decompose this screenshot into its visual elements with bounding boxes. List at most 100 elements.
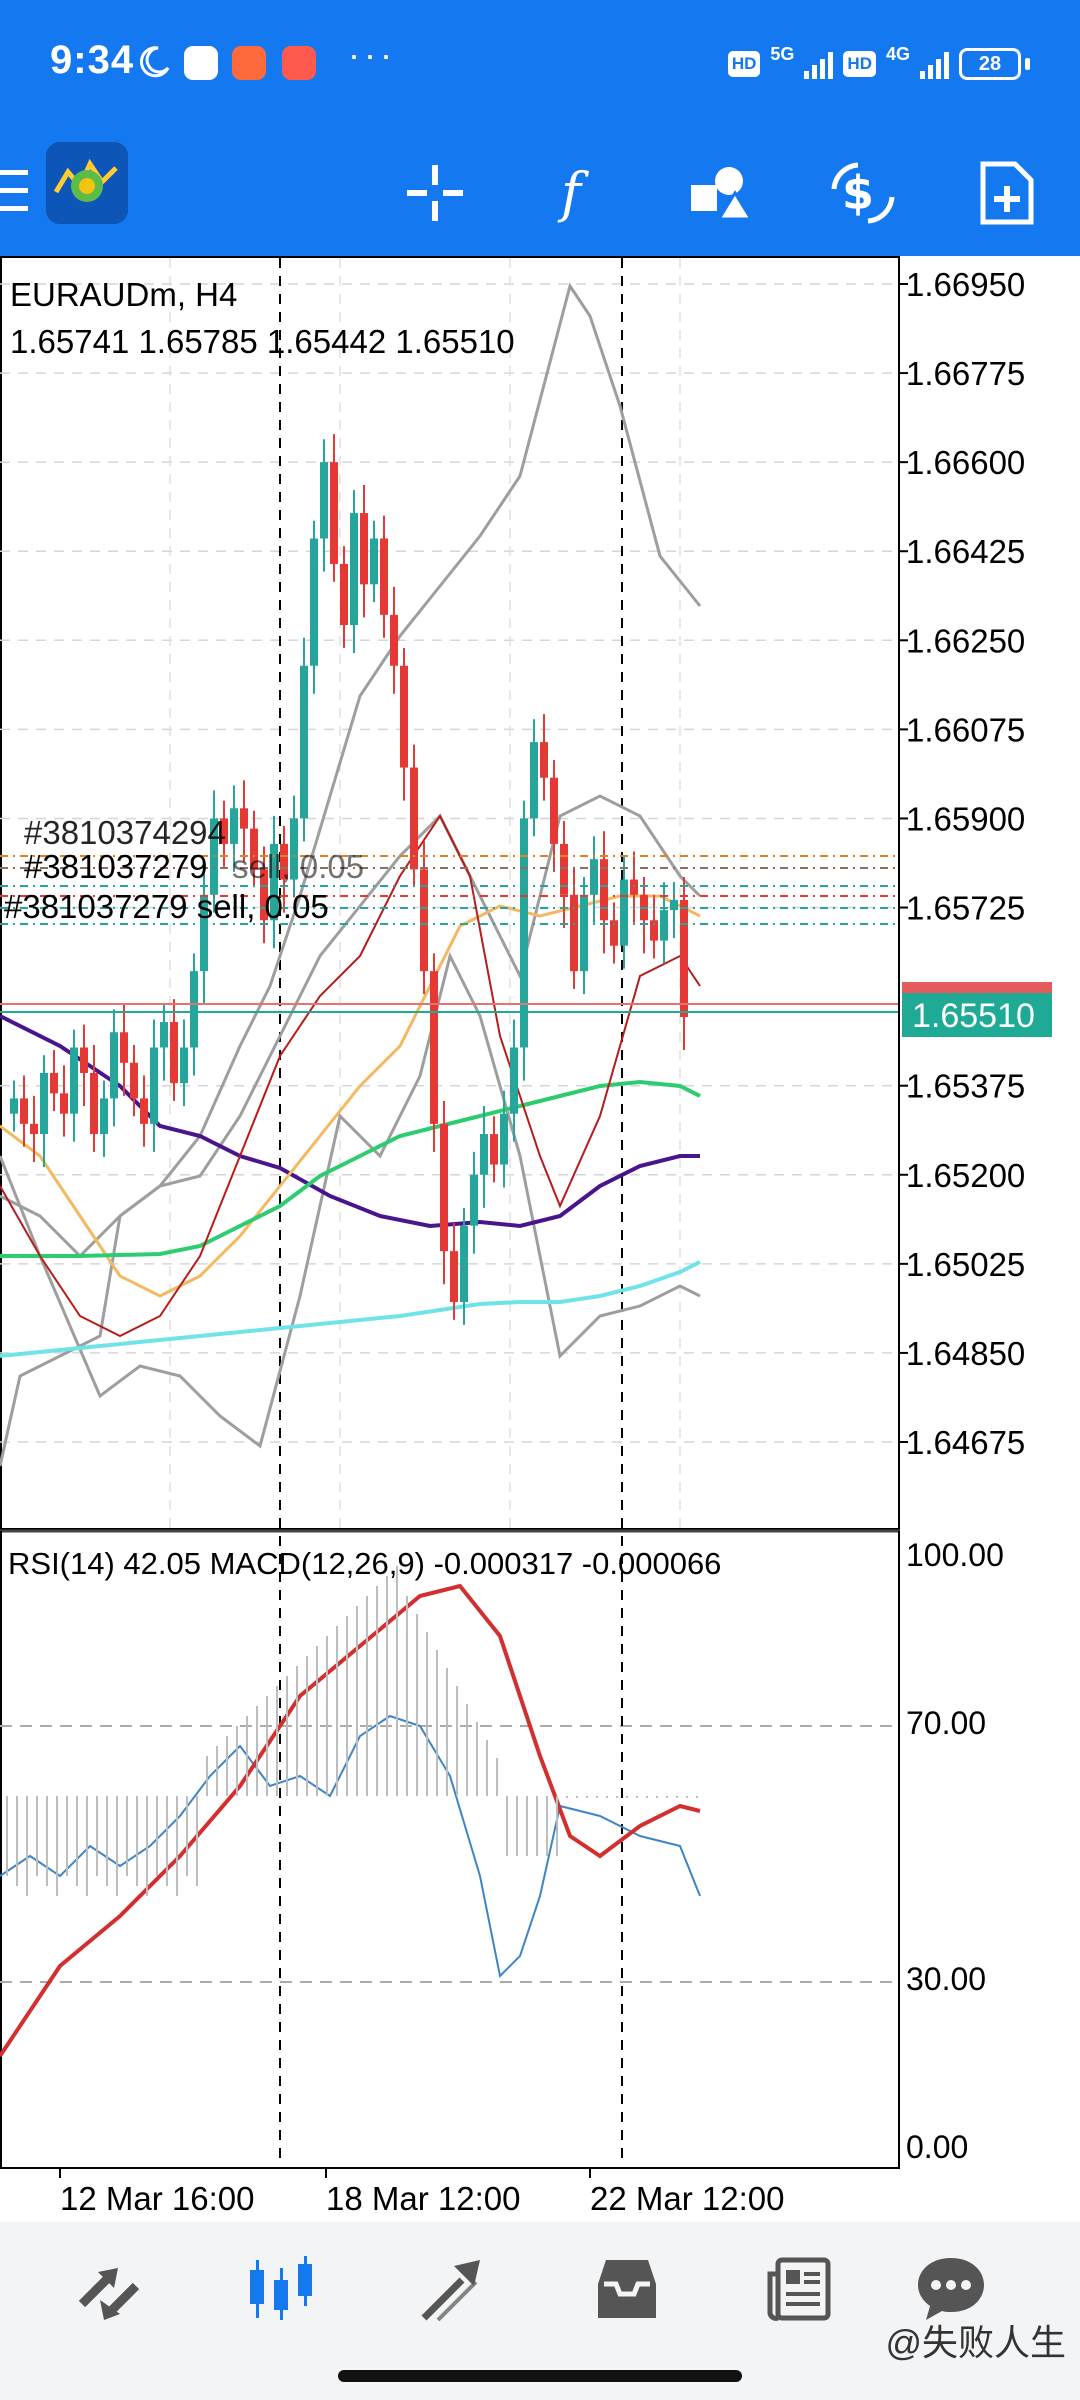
macd-bar (436, 1650, 438, 1796)
macd-bar (686, 1796, 688, 1798)
macd-bar (266, 1696, 268, 1796)
candle-body (370, 538, 378, 585)
notification-app-icon (282, 46, 316, 80)
macd-bar (376, 1586, 378, 1796)
candle-body (270, 843, 278, 921)
price-axis-label: 1.65900 (906, 800, 1025, 837)
candle-body (570, 894, 578, 972)
trade-icon[interactable] (408, 2244, 498, 2334)
macd-bar (146, 1796, 148, 1896)
order-label-suffix[interactable]: sell, 0.05 (232, 848, 364, 885)
macd-bar (456, 1686, 458, 1796)
macd-bar (426, 1632, 428, 1796)
candle-body (150, 1047, 158, 1124)
app-logo[interactable] (46, 142, 128, 224)
candle-body (230, 808, 238, 844)
order-label[interactable]: #3810374294 (24, 814, 226, 851)
sub-axis-label: 100.00 (906, 1537, 1004, 1573)
candle-body (80, 1047, 88, 1073)
candle-body (620, 879, 628, 946)
price-axis-label: 1.65375 (906, 1068, 1025, 1105)
candle-body (410, 767, 418, 870)
crosshair-icon[interactable] (390, 148, 480, 238)
candle-body (20, 1098, 28, 1124)
price-axis-label: 1.66075 (906, 711, 1025, 748)
price-chart[interactable]: 1.66950 1.66775 1.66600 1.66425 1.66250 1.660… (0, 256, 1080, 2222)
price-axis[interactable]: 1.66950 1.66775 1.66600 1.66425 1.66250 1.660… (898, 266, 1025, 1461)
macd-bar (506, 1796, 508, 1856)
candle-body (200, 894, 208, 972)
macd-bar (586, 1796, 588, 1798)
macd-bar (116, 1796, 118, 1896)
network-type: 5G (770, 43, 795, 64)
candle-body (250, 828, 258, 870)
objects-icon[interactable] (676, 148, 766, 238)
macd-bar (56, 1796, 58, 1896)
macd-bar (256, 1706, 258, 1796)
order-label[interactable]: #381037279 sell, 0.05 (4, 888, 329, 925)
svg-text:f: f (557, 163, 589, 223)
macd-bar (356, 1606, 358, 1796)
time-axis-label: 22 Mar 12:00 (590, 2180, 784, 2217)
macd-bar (656, 1796, 658, 1798)
battery-cap (1025, 58, 1030, 70)
quotes-icon[interactable] (64, 2244, 154, 2334)
candle-body (240, 808, 248, 829)
candle-body (50, 1072, 58, 1094)
price-axis-label: 1.65025 (906, 1246, 1025, 1283)
candle-body (260, 869, 268, 921)
candle-body (610, 920, 618, 946)
candle-body (280, 843, 288, 880)
macd-bar (446, 1668, 448, 1796)
candle-body (400, 665, 408, 768)
candle-body (100, 1098, 108, 1135)
price-axis-label: 1.65200 (906, 1157, 1025, 1194)
macd-signal-line (0, 1583, 701, 2058)
order-label[interactable]: #381037279 (24, 848, 208, 885)
home-indicator[interactable] (338, 2370, 742, 2382)
price-axis-label: 1.66950 (906, 266, 1025, 303)
macd-bar (296, 1666, 298, 1796)
news-icon[interactable] (754, 2244, 844, 2334)
indicators-icon[interactable]: f (532, 148, 622, 238)
candle-body (160, 1022, 168, 1048)
macd-bar (36, 1796, 38, 1876)
macd-bar (416, 1614, 418, 1796)
menu-icon[interactable] (0, 166, 28, 216)
bollinger-middle (0, 794, 702, 1259)
macd-bar (496, 1758, 498, 1796)
macd-bar (366, 1596, 368, 1796)
ma-green (0, 1079, 701, 1258)
messages-icon[interactable] (906, 2244, 996, 2334)
macd-bar (646, 1796, 648, 1798)
candle-body (530, 742, 538, 819)
sub-axis-label: 0.00 (906, 2129, 968, 2165)
macd-bar (86, 1796, 88, 1896)
chart-canvas[interactable]: 1.66950 1.66775 1.66600 1.66425 1.66250 1.660… (0, 256, 1080, 2222)
candle-body (540, 742, 548, 778)
chart-icon[interactable] (236, 2244, 326, 2334)
history-icon[interactable] (582, 2244, 672, 2334)
candle-body (170, 1022, 178, 1084)
new-order-icon[interactable] (962, 148, 1052, 238)
ma-cyan (0, 1260, 701, 1358)
trade-icon[interactable]: $ (818, 148, 908, 238)
macd-bar (576, 1796, 578, 1798)
candle-body (130, 1062, 138, 1099)
candle-body (430, 971, 438, 1124)
macd-bar (206, 1756, 208, 1796)
macd-bar (526, 1796, 528, 1856)
candle-body (300, 665, 308, 819)
price-axis-label: 1.64850 (906, 1335, 1025, 1372)
candle-body (660, 910, 668, 941)
macd-bar (346, 1616, 348, 1796)
current-price-tag (902, 993, 1052, 1037)
candle-body (360, 513, 368, 585)
candle-body (60, 1093, 68, 1114)
rsi-macd-subwindow (6, 1566, 698, 1896)
rsi-line (0, 1714, 701, 1979)
candle-body (470, 1174, 478, 1226)
candle-body (420, 869, 428, 972)
macd-bar (196, 1796, 198, 1886)
watermark: @失败人生 (885, 2322, 1066, 2363)
